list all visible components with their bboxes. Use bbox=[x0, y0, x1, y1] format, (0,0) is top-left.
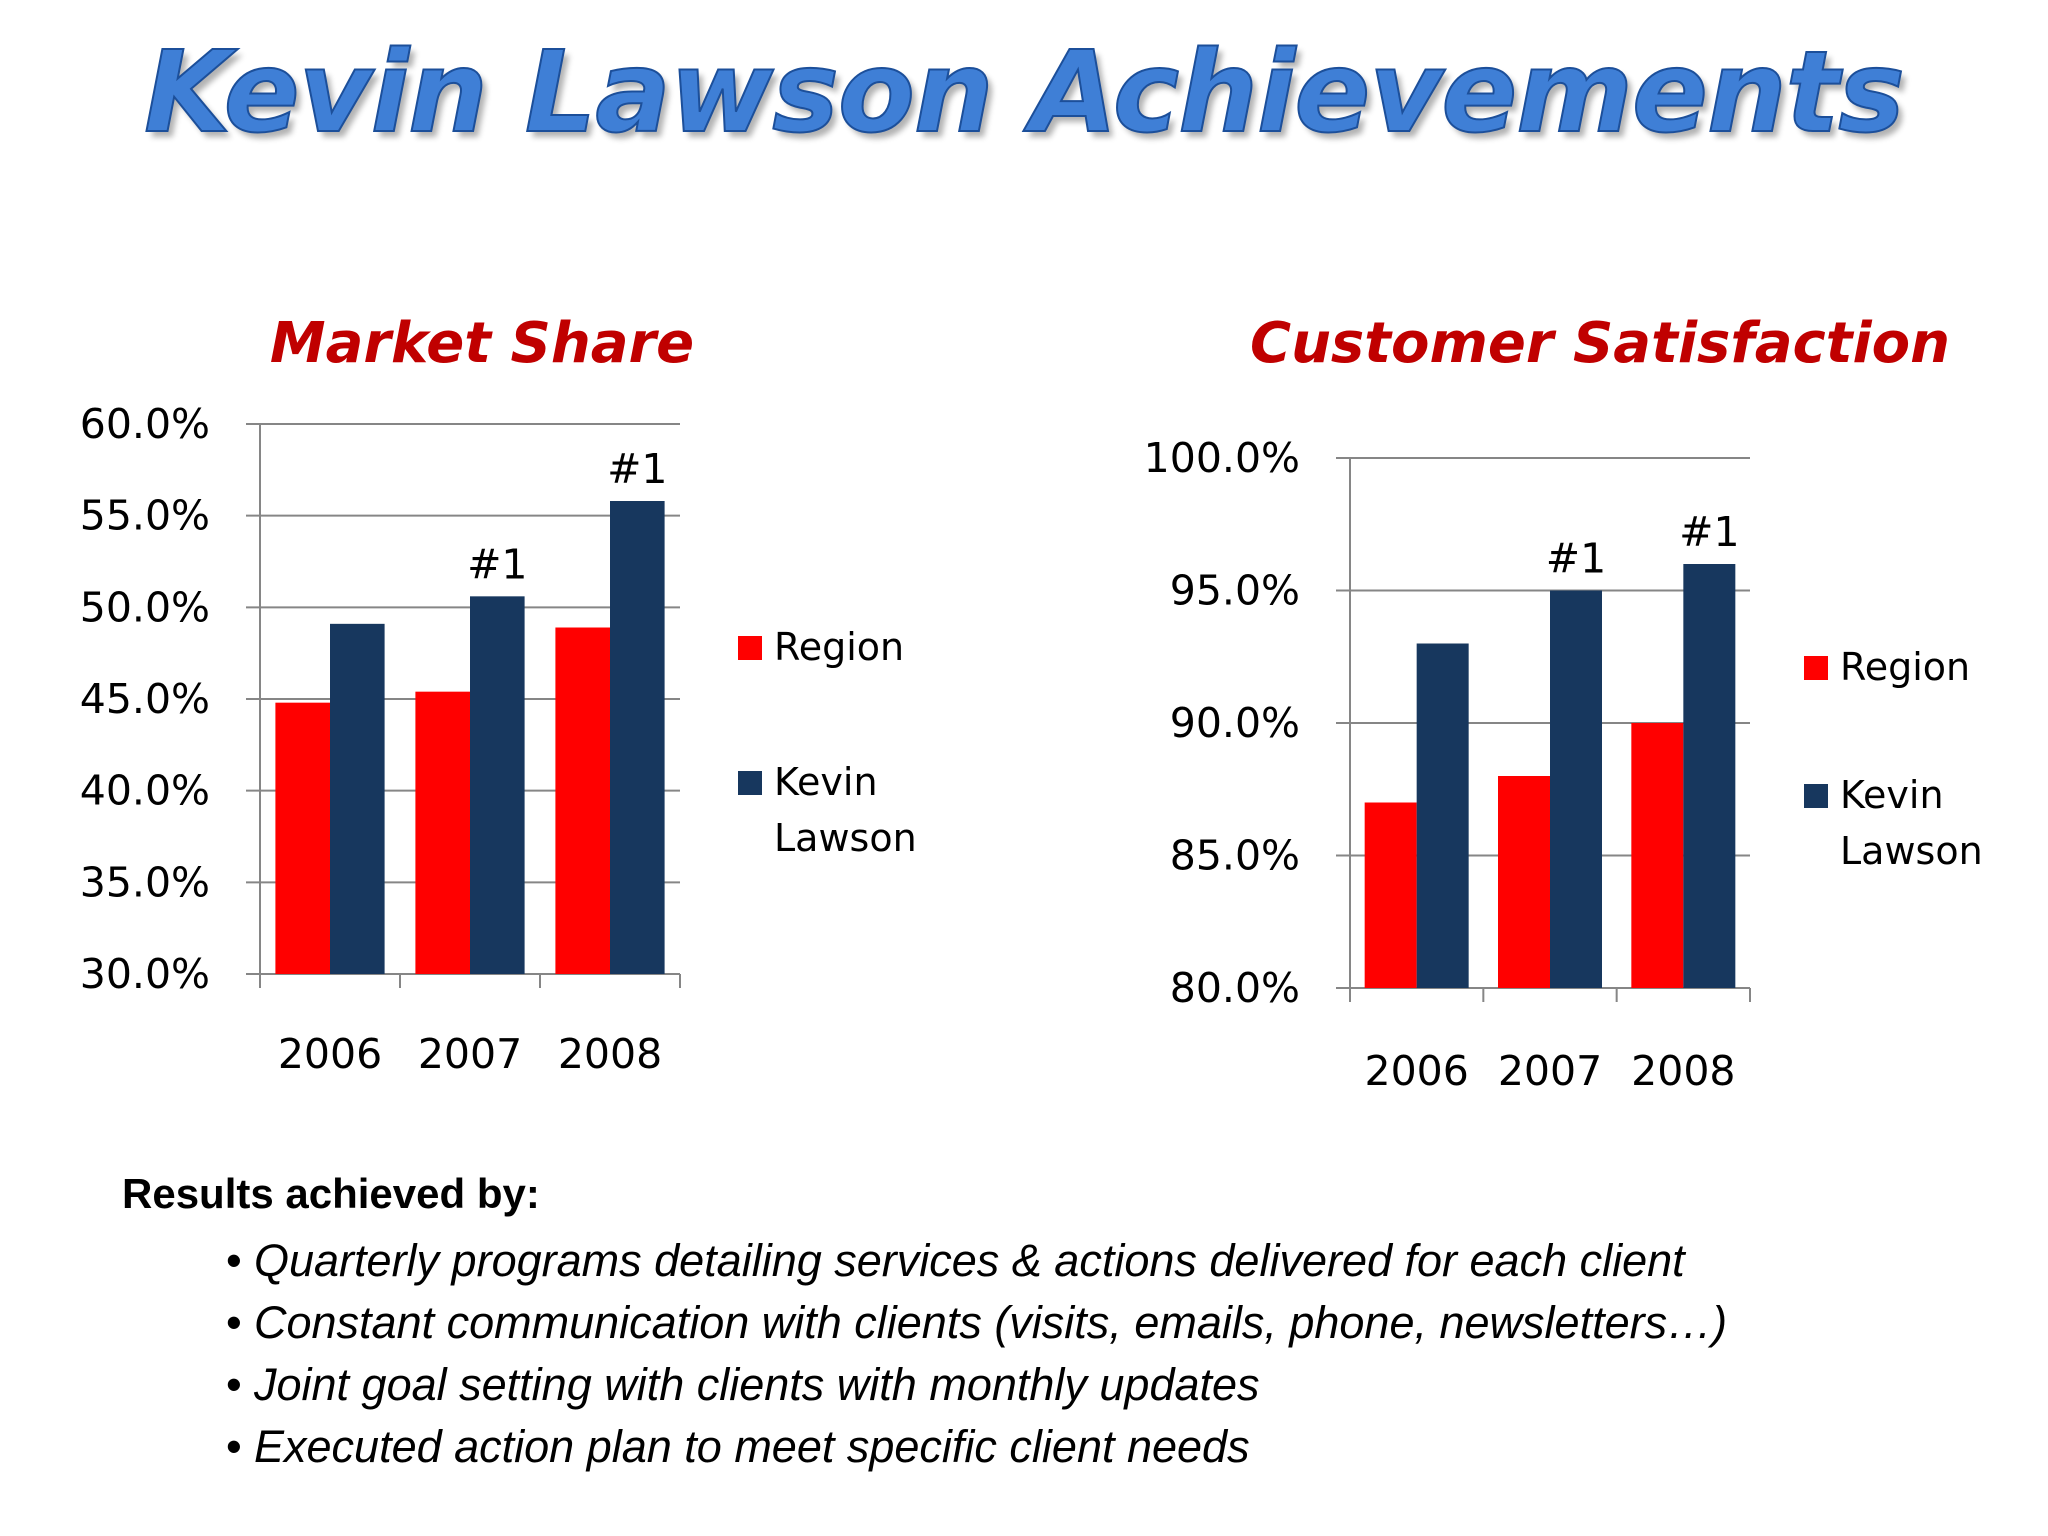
results-item: • Constant communication with clients (vi… bbox=[226, 1292, 2022, 1354]
x-tick-label: 2007 bbox=[418, 1030, 522, 1078]
bullet-glyph: • bbox=[226, 1297, 242, 1348]
legend-swatch-region bbox=[1804, 656, 1828, 680]
bar-kevin-lawson bbox=[1416, 643, 1469, 988]
bar-region bbox=[415, 691, 470, 974]
results-list: • Quarterly programs detailing services &… bbox=[122, 1230, 2022, 1478]
y-tick-label: 35.0% bbox=[80, 858, 210, 906]
x-tick-label: 2008 bbox=[1631, 1047, 1735, 1095]
x-tick-label: 2006 bbox=[278, 1030, 382, 1078]
y-tick-label: 45.0% bbox=[80, 675, 210, 723]
results-item-text: Executed action plan to meet specific cl… bbox=[254, 1421, 1250, 1472]
bar-kevin-lawson bbox=[330, 623, 385, 974]
rank-annotation: #1 bbox=[1679, 508, 1739, 556]
legend-swatch-kevin-lawson bbox=[738, 771, 762, 795]
chart-title: Customer Satisfaction bbox=[1250, 311, 1950, 376]
legend-swatch-region bbox=[738, 636, 762, 660]
y-tick-label: 100.0% bbox=[1144, 434, 1300, 482]
rank-annotation: #1 bbox=[607, 445, 667, 493]
bar-kevin-lawson bbox=[610, 501, 665, 974]
results-item: • Quarterly programs detailing services &… bbox=[226, 1230, 2022, 1292]
y-tick-label: 90.0% bbox=[1170, 699, 1300, 747]
results-item-text: Joint goal setting with clients with mon… bbox=[254, 1359, 1260, 1410]
y-tick-label: 95.0% bbox=[1170, 567, 1300, 615]
results-item-text: Constant communication with clients (vis… bbox=[254, 1297, 1728, 1348]
x-tick-label: 2006 bbox=[1364, 1047, 1468, 1095]
rank-annotation: #1 bbox=[467, 540, 527, 588]
legend-label: Kevin Lawson bbox=[774, 760, 917, 860]
legend-label-line: Region bbox=[774, 625, 904, 669]
x-tick-label: 2008 bbox=[558, 1030, 662, 1078]
bullet-glyph: • bbox=[226, 1235, 242, 1286]
slide-title: Kevin Lawson Achievements bbox=[143, 27, 1906, 159]
legend-label: Region bbox=[774, 625, 904, 669]
bar-region bbox=[275, 702, 330, 974]
bar-region bbox=[555, 627, 610, 974]
bar-kevin-lawson bbox=[1683, 564, 1736, 988]
bullet-glyph: • bbox=[226, 1359, 242, 1410]
y-tick-label: 50.0% bbox=[80, 583, 210, 631]
y-tick-label: 30.0% bbox=[80, 950, 210, 998]
results-item: • Joint goal setting with clients with mo… bbox=[226, 1354, 2022, 1416]
y-tick-label: 80.0% bbox=[1170, 964, 1300, 1012]
x-tick-label: 2007 bbox=[1498, 1047, 1602, 1095]
chart-title: Market Share bbox=[270, 311, 694, 376]
legend-label-line: Lawson bbox=[774, 816, 917, 860]
results-section: Results achieved by: • Quarterly programs… bbox=[122, 1164, 2022, 1478]
legend-swatch-kevin-lawson bbox=[1804, 784, 1828, 808]
legend-label-line: Kevin bbox=[774, 760, 878, 804]
bar-region bbox=[1498, 776, 1550, 988]
bar-region bbox=[1364, 802, 1417, 988]
results-heading: Results achieved by: bbox=[122, 1170, 540, 1217]
legend-label: Region bbox=[1840, 645, 1970, 689]
y-tick-label: 85.0% bbox=[1170, 832, 1300, 880]
legend-label-line: Region bbox=[1840, 645, 1970, 689]
bar-kevin-lawson bbox=[470, 596, 525, 974]
legend-label-line: Lawson bbox=[1840, 829, 1983, 873]
results-item-text: Quarterly programs detailing services & … bbox=[254, 1235, 1685, 1286]
bar-region bbox=[1631, 723, 1684, 988]
bullet-glyph: • bbox=[226, 1421, 242, 1472]
bar-kevin-lawson bbox=[1550, 590, 1602, 988]
rank-annotation: #1 bbox=[1546, 535, 1606, 583]
legend-label-line: Kevin bbox=[1840, 773, 1944, 817]
legend-label: Kevin Lawson bbox=[1840, 773, 1983, 873]
y-tick-label: 60.0% bbox=[80, 400, 210, 448]
results-item: • Executed action plan to meet specific c… bbox=[226, 1416, 2022, 1478]
y-tick-label: 55.0% bbox=[80, 492, 210, 540]
y-tick-label: 40.0% bbox=[80, 767, 210, 815]
